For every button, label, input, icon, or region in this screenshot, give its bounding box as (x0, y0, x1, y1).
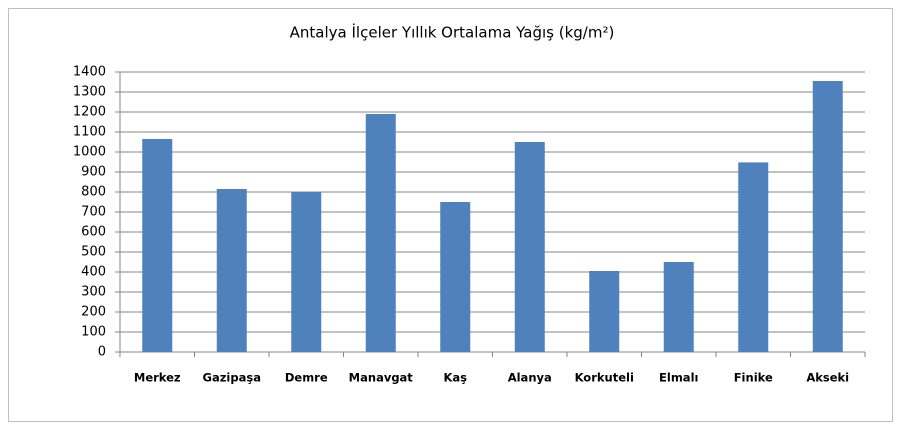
y-tick-label: 1100 (73, 125, 106, 140)
bar (738, 162, 769, 352)
x-tick-label: Elmalı (659, 371, 698, 385)
y-tick-label: 700 (81, 205, 106, 220)
bar (142, 139, 173, 352)
bar (216, 189, 247, 352)
x-tick-label: Merkez (134, 371, 181, 385)
y-tick-label: 1400 (73, 65, 106, 80)
y-tick-label: 400 (81, 265, 106, 280)
chart-title: Antalya İlçeler Yıllık Ortalama Yağış (k… (290, 23, 615, 42)
bar (589, 271, 620, 352)
x-tick-label: Akseki (806, 371, 849, 385)
y-tick-label: 0 (98, 345, 106, 360)
y-tick-label: 100 (81, 325, 106, 340)
bar (514, 142, 545, 352)
x-tick-label: Finike (734, 371, 773, 385)
x-tick-label: Korkuteli (575, 371, 634, 385)
y-tick-label: 300 (81, 285, 106, 300)
y-tick-label: 1300 (73, 85, 106, 100)
x-tick-label: Manavgat (349, 371, 414, 385)
x-tick-label: Kaş (443, 371, 467, 385)
x-tick-label: Gazipaşa (203, 371, 261, 385)
y-tick-label: 900 (81, 165, 106, 180)
y-tick-label: 200 (81, 305, 106, 320)
y-tick-label: 600 (81, 225, 106, 240)
bar (812, 81, 843, 352)
bar (365, 114, 396, 352)
y-tick-label: 800 (81, 185, 106, 200)
x-tick-label: Demre (285, 371, 328, 385)
y-tick-label: 1200 (73, 105, 106, 120)
bar (663, 262, 694, 352)
x-tick-label: Alanya (508, 371, 552, 385)
y-tick-label: 1000 (73, 145, 106, 160)
y-tick-label: 500 (81, 245, 106, 260)
bar (291, 192, 322, 352)
bar (440, 202, 471, 352)
